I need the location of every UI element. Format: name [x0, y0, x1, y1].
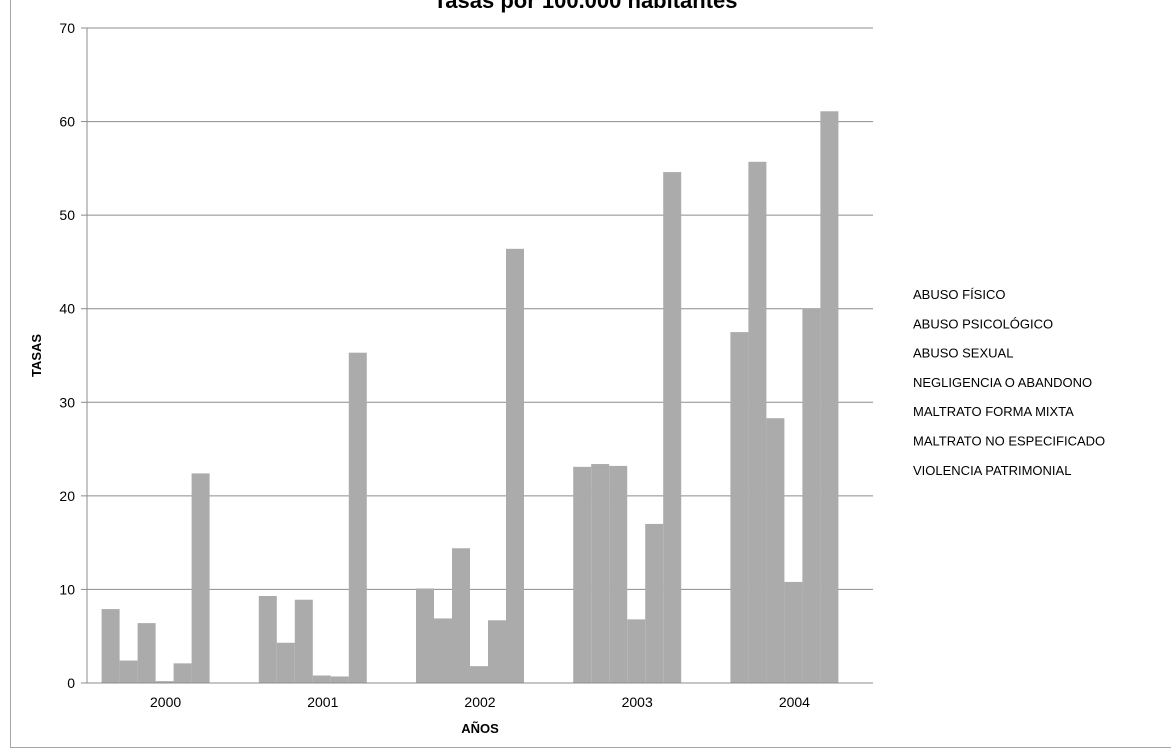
legend-item: ABUSO PSICOLÓGICO — [913, 316, 1053, 331]
bar — [784, 581, 803, 683]
bar — [627, 619, 646, 683]
bar — [470, 666, 488, 683]
legend-item: VIOLENCIA PATRIMONIAL — [913, 463, 1071, 478]
y-tick-label: 10 — [59, 581, 75, 597]
y-axis-ticks: 0 10 20 30 40 50 60 70 — [59, 20, 87, 691]
bar — [137, 623, 156, 683]
bar — [101, 609, 120, 683]
legend-item: MALTRATO NO ESPECIFICADO — [913, 434, 1105, 449]
bar — [434, 618, 452, 683]
legend: ABUSO FÍSICO ABUSO PSICOLÓGICO ABUSO SEXUA… — [913, 287, 1105, 478]
y-tick-label: 20 — [59, 488, 75, 504]
bar — [452, 548, 470, 683]
bar — [330, 676, 349, 683]
bar — [488, 620, 506, 683]
y-tick-label: 30 — [59, 394, 75, 410]
y-tick-label: 50 — [59, 207, 75, 223]
bar — [645, 523, 664, 683]
bar — [748, 161, 767, 684]
y-tick-label: 40 — [59, 301, 75, 317]
bar — [663, 172, 682, 683]
y-tick-label: 70 — [59, 20, 75, 36]
x-axis-ticks: 2000 2001 2002 2003 2004 — [150, 694, 810, 710]
bar — [573, 466, 592, 683]
bar — [312, 675, 331, 683]
legend-item: ABUSO FÍSICO — [913, 287, 1005, 302]
chart-title: Tasas por 100.000 habitantes — [433, 0, 738, 13]
y-tick-label: 0 — [67, 675, 75, 691]
x-tick-label: 2003 — [622, 694, 653, 710]
legend-item: MALTRATO FORMA MIXTA — [913, 404, 1074, 419]
legend-item: ABUSO SEXUAL — [913, 346, 1013, 361]
bar — [416, 588, 434, 683]
bar — [820, 111, 839, 684]
bar — [609, 465, 628, 683]
bar — [294, 599, 313, 683]
bar — [258, 595, 277, 683]
x-tick-label: 2001 — [307, 694, 338, 710]
bar — [591, 464, 610, 683]
x-tick-label: 2002 — [464, 694, 495, 710]
bar — [730, 332, 749, 683]
bar — [802, 308, 821, 683]
legend-item: NEGLIGENCIA O ABANDONO — [913, 375, 1092, 390]
x-tick-label: 2004 — [779, 694, 810, 710]
y-axis-title: TASAS — [29, 334, 44, 377]
bar — [276, 642, 295, 683]
bar — [506, 248, 524, 684]
x-tick-label: 2000 — [150, 694, 181, 710]
bar — [766, 418, 785, 683]
bar — [348, 352, 367, 683]
bar — [191, 473, 210, 683]
y-tick-label: 60 — [59, 114, 75, 130]
bar — [173, 663, 192, 683]
bar — [155, 681, 174, 683]
bar — [119, 660, 138, 683]
x-axis-title: AÑOS — [461, 721, 499, 736]
bars — [87, 111, 873, 684]
